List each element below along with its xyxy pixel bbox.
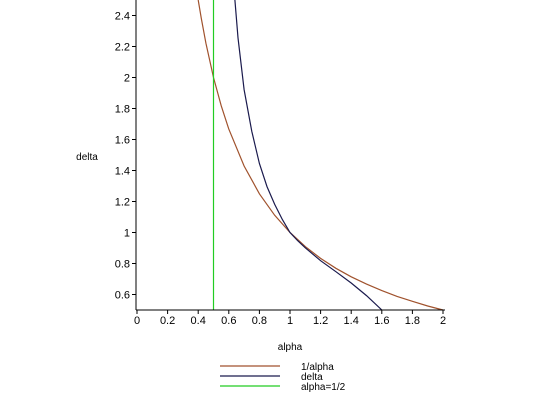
y-tick-label: 1.4	[115, 166, 130, 178]
y-ticks: 0.6 0.8 1 1.2 1.4 1.6 1.8 2 2.2 2.4	[115, 11, 136, 302]
x-tick-label: 1.4	[344, 315, 359, 327]
y-tick-label: 0.8	[115, 259, 130, 271]
series-line-1	[234, 0, 383, 311]
x-tick-label: 1.2	[313, 315, 328, 327]
x-tick-label: 2	[440, 315, 446, 327]
x-tick-label: 0	[134, 315, 140, 327]
legend-label-1: delta	[301, 372, 323, 383]
x-tick-label: 0.4	[191, 315, 206, 327]
x-tick-label: 1	[287, 315, 293, 327]
x-ticks: 0 0.2 0.4 0.6 0.8 1 1.2 1.4 1.6 1.8 2	[134, 310, 446, 327]
y-tick-label: 1.8	[115, 104, 130, 116]
y-tick-label: 1.6	[115, 135, 130, 147]
x-tick-label: 1.6	[374, 315, 389, 327]
series-line-0	[197, 0, 444, 311]
y-tick-label: 2.2	[115, 42, 130, 54]
y-tick-label: 2	[124, 73, 130, 85]
y-axis-label: delta	[76, 152, 98, 163]
y-tick-label: 1	[124, 228, 130, 240]
y-tick-label: 0.6	[115, 290, 130, 302]
x-tick-label: 0.2	[160, 315, 175, 327]
legend-label-2: alpha=1/2	[301, 382, 346, 393]
x-axis-label: alpha	[278, 342, 303, 353]
x-tick-label: 0.8	[252, 315, 267, 327]
plot-lines	[197, 0, 444, 311]
y-tick-label: 2.4	[115, 11, 130, 23]
axes	[135, 0, 445, 311]
y-tick-label: 1.2	[115, 197, 130, 209]
x-tick-label: 0.6	[221, 315, 236, 327]
legend-label-0: 1/alpha	[301, 362, 334, 373]
x-tick-label: 1.8	[405, 315, 420, 327]
